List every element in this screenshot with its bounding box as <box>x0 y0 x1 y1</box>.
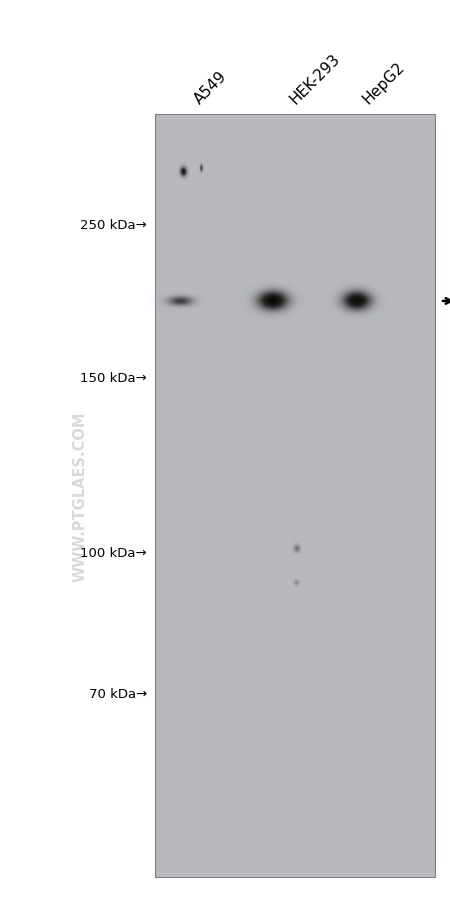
Text: 70 kDa→: 70 kDa→ <box>89 687 147 701</box>
Text: HepG2: HepG2 <box>360 60 407 106</box>
Text: WWW.PTGLAES.COM: WWW.PTGLAES.COM <box>72 410 87 581</box>
Text: 150 kDa→: 150 kDa→ <box>80 372 147 384</box>
Text: HEK-293: HEK-293 <box>287 51 342 106</box>
Text: 250 kDa→: 250 kDa→ <box>80 219 147 232</box>
Text: 100 kDa→: 100 kDa→ <box>81 547 147 559</box>
Bar <box>155 115 435 877</box>
Text: A549: A549 <box>191 69 230 106</box>
